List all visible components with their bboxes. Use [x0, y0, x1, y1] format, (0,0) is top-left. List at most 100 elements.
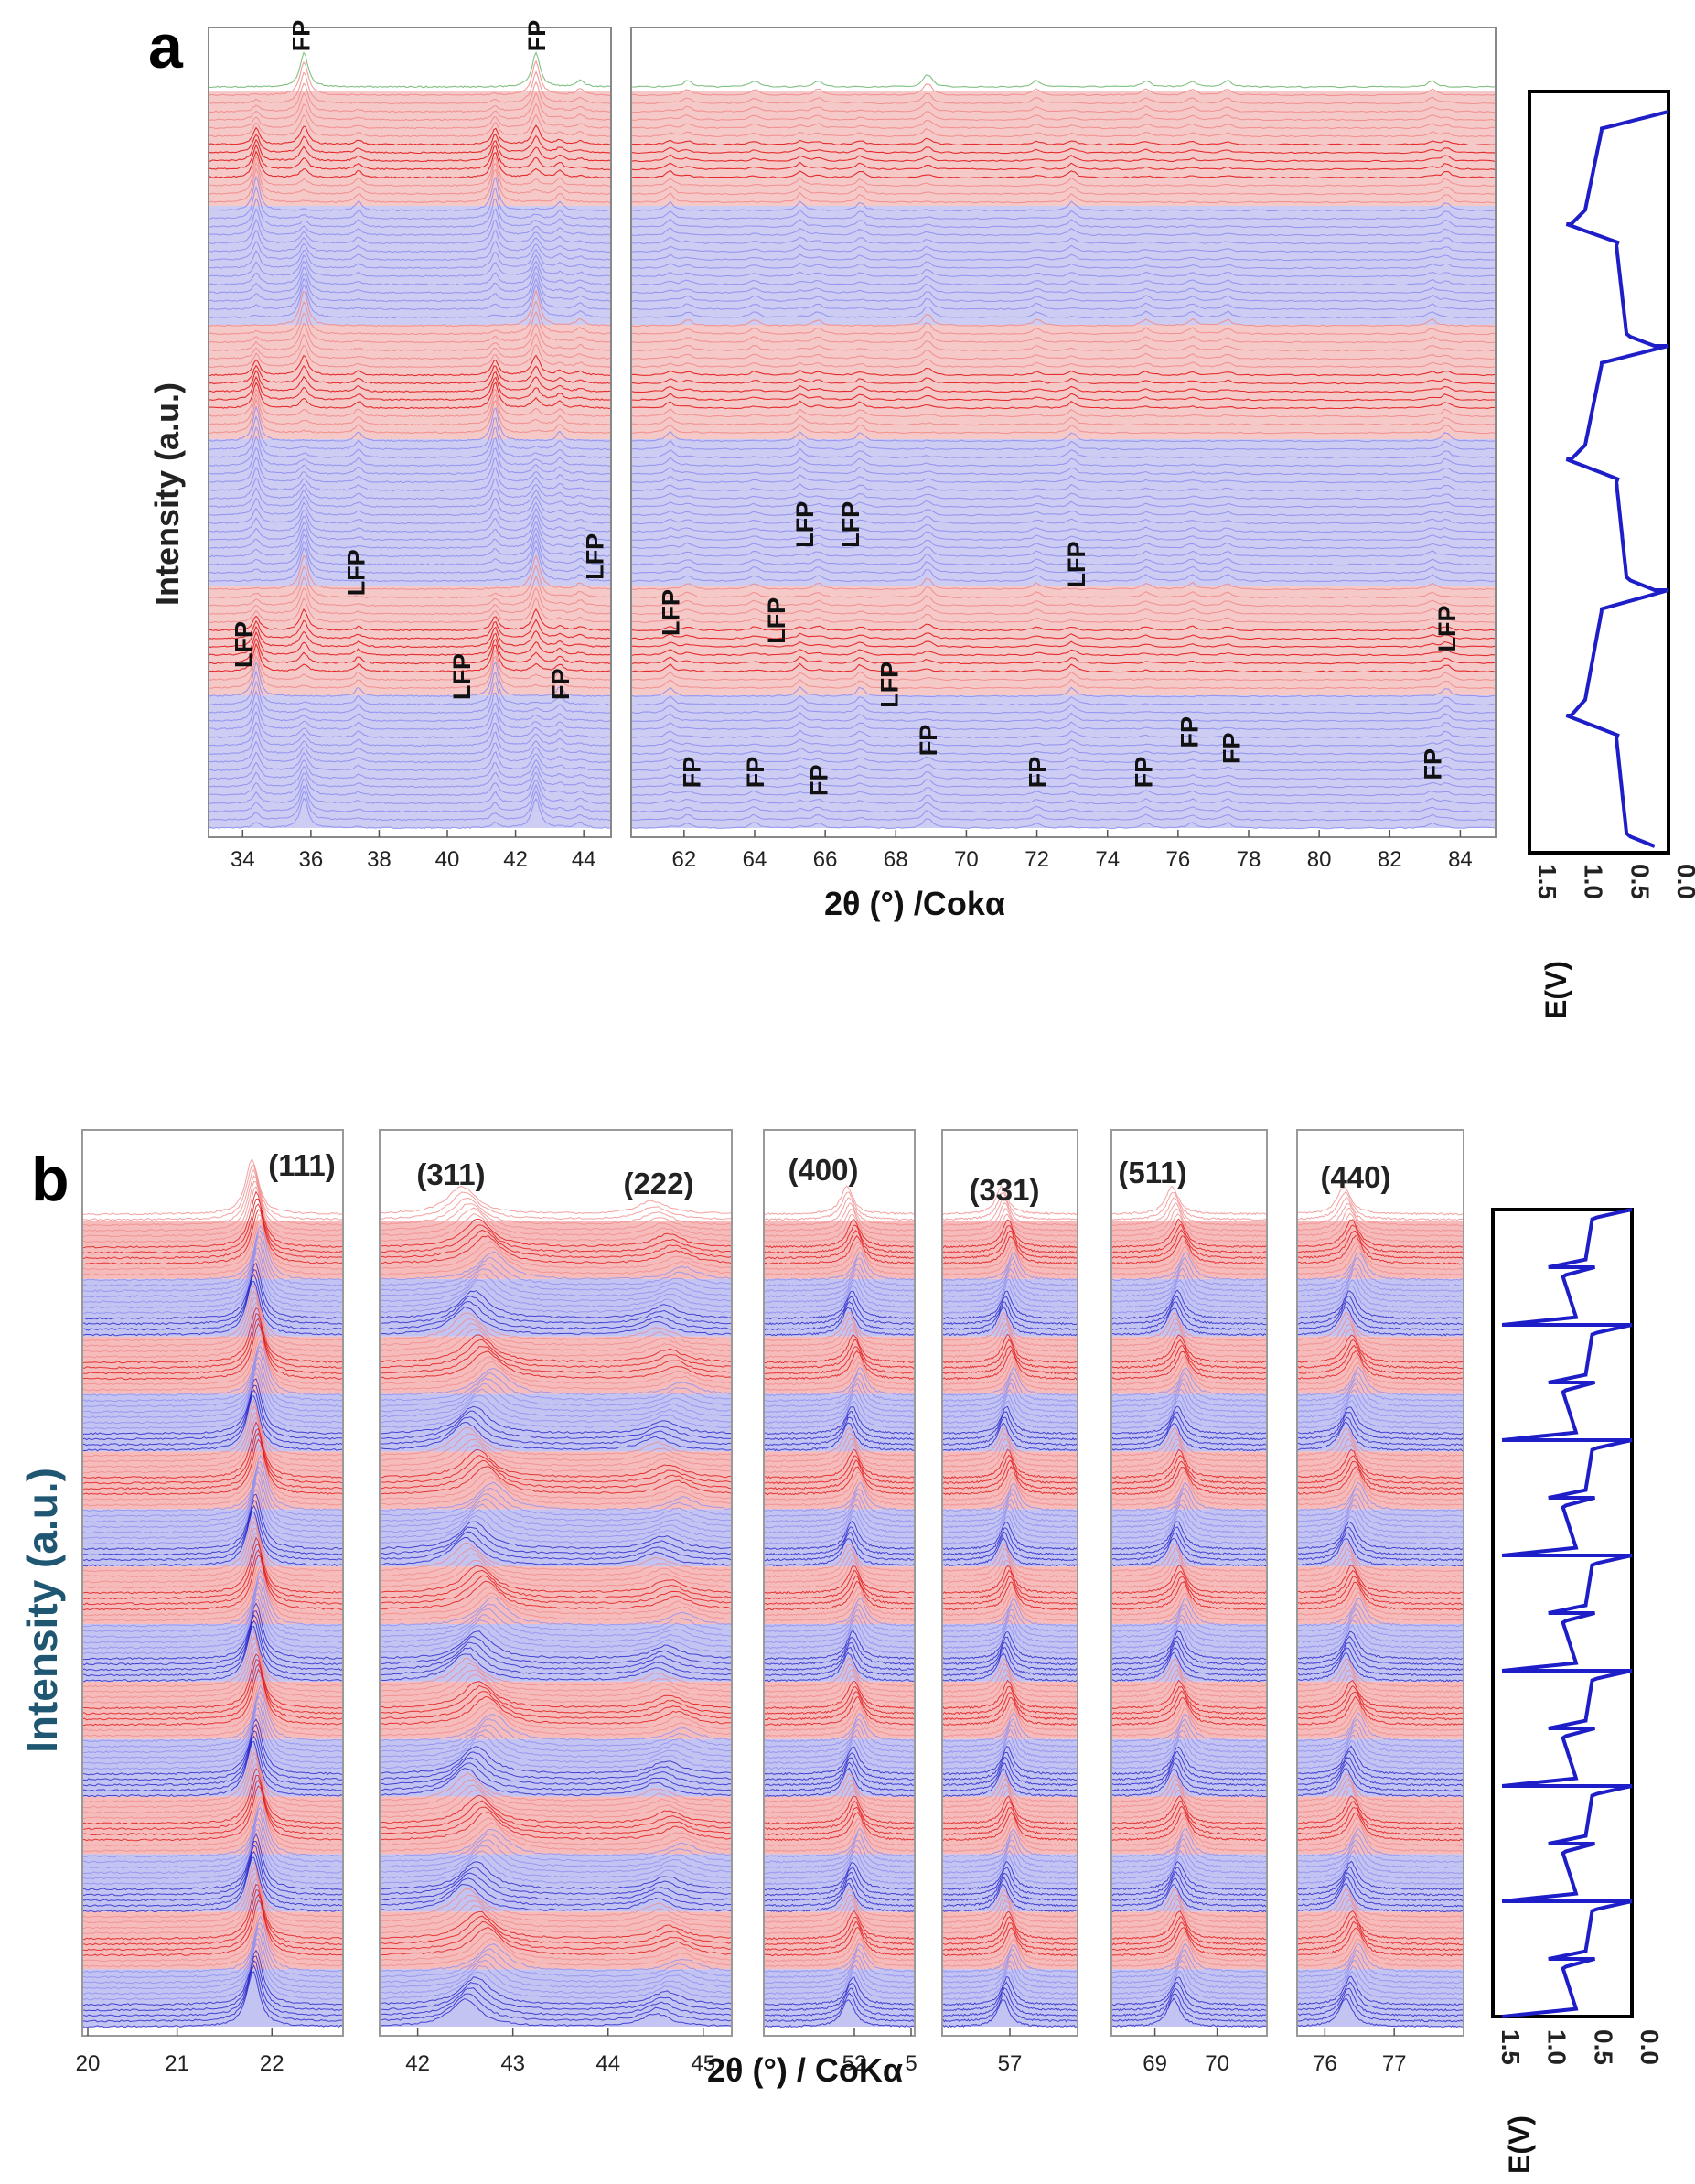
panel-b-pattern-line [379, 1653, 733, 1681]
panel-b-pattern-line [81, 1247, 344, 1304]
panel-b-pattern-line [763, 1185, 916, 1216]
panel-b-pattern-line [1297, 1224, 1464, 1254]
panel-b-pattern-line [379, 1987, 733, 2017]
panel-b-pattern-line [81, 1872, 344, 1930]
panel-b-pattern-line [941, 1986, 1078, 2017]
panel-b-pattern-line [941, 1388, 1078, 1419]
panel-b-pattern-line [941, 1306, 1078, 1337]
panel-a-tick-label: 44 [572, 847, 596, 872]
panel-a-pattern-line [630, 509, 1497, 517]
panel-b-pattern-line [763, 1706, 916, 1738]
panel-b-pattern-line [763, 1752, 916, 1781]
panel-b-pattern-line [1110, 1679, 1268, 1710]
panel-b-pattern-line [1110, 1630, 1268, 1661]
panel-b-pattern-line [1296, 1613, 1464, 1644]
panel-a-pattern-line [630, 227, 1497, 237]
panel-a-pattern-line [208, 730, 612, 756]
panel-b-pattern-line [941, 1241, 1078, 1271]
panel-b-pattern-line [1296, 1274, 1464, 1304]
panel-a-pattern-line [630, 577, 1497, 591]
panel-b-pattern-line [1296, 1987, 1464, 2017]
panel-b-band-discharge [1111, 1854, 1267, 1912]
panel-b-pattern-line [379, 1377, 733, 1407]
panel-b-pattern-line [1296, 1624, 1464, 1655]
panel-b-pattern-line [941, 1673, 1078, 1705]
panel-b-pattern-line [1110, 1455, 1268, 1485]
panel-b-pattern-line [763, 1393, 916, 1425]
panel-b-pattern-line [1110, 1278, 1268, 1309]
panel-a-tick-label: 70 [954, 847, 979, 872]
panel-a-voltage-tick: 0.0 [1672, 864, 1695, 899]
panel-b-pattern-line [1110, 1690, 1268, 1721]
panel-a-pattern-line [631, 492, 1497, 500]
panel-b-pattern-line [1297, 1927, 1464, 1957]
panel-b-tick-label: 22 [260, 2051, 284, 2076]
panel-b-pattern-line [763, 1646, 916, 1677]
panel-b-pattern-line [941, 1651, 1078, 1683]
panel-a-pattern-line [208, 608, 612, 632]
panel-b-pattern-line [1296, 1389, 1464, 1419]
panel-a-pattern-line [208, 414, 612, 451]
panel-b-pattern-line [81, 1614, 344, 1672]
panel-a-pattern-line [630, 358, 1497, 369]
panel-a-pattern-line [630, 613, 1497, 624]
panel-b-pattern-line [763, 1882, 916, 1913]
panel-a-peak-label: FP [805, 764, 832, 796]
panel-b-pattern-line [81, 1746, 344, 1803]
panel-b-pattern-line [1110, 1805, 1268, 1836]
panel-b-pattern-line [1110, 1229, 1268, 1260]
panel-b-pattern-line [1110, 1460, 1268, 1490]
panel-b-pattern-line [763, 1739, 916, 1770]
panel-b-pattern-line [81, 1828, 344, 1886]
panel-a-pattern-line [209, 150, 612, 179]
panel-b-pattern-line [379, 1630, 733, 1660]
panel-a-pattern-line [630, 531, 1497, 542]
panel-b-pattern-line [763, 1955, 916, 1985]
panel-a-tick-label: 84 [1448, 847, 1473, 872]
panel-b-pattern-line [81, 1906, 344, 1963]
panel-b-pattern-line [941, 1702, 1078, 1732]
panel-b-pattern-line [1110, 1942, 1268, 1974]
panel-a-pattern-line [630, 291, 1497, 303]
panel-b-pattern-line [1296, 1296, 1464, 1326]
panel-b-pattern-line [81, 1702, 344, 1759]
panel-a-peak-label: LFP [342, 549, 370, 596]
panel-a-pattern-line [630, 331, 1497, 344]
panel-b-pattern-line [379, 1306, 733, 1336]
panel-b-pattern-line [379, 1784, 733, 1813]
panel-b-pattern-line [379, 1241, 733, 1270]
panel-a-pattern-line [630, 553, 1497, 566]
panel-b-pattern-line [941, 1739, 1078, 1770]
panel-a-pattern-line [630, 423, 1497, 435]
panel-b-pattern-line [941, 1213, 1078, 1243]
panel-b-pattern-line [81, 1718, 344, 1776]
panel-b-pattern-line [1110, 1838, 1267, 1869]
panel-b-pattern-line [1296, 1619, 1464, 1650]
panel-a-pattern-line [631, 102, 1497, 113]
panel-b-pattern-line [1110, 1855, 1268, 1886]
panel-b-pattern-line [763, 1241, 916, 1271]
panel-a-pattern-line [630, 711, 1497, 723]
panel-b-pattern-line [81, 1532, 344, 1589]
panel-a-axes-box [630, 27, 1497, 838]
panel-b-pattern-line [763, 1257, 916, 1287]
panel-b-pattern-line [1296, 1257, 1464, 1287]
panel-a-pattern-line [630, 632, 1497, 640]
panel-b-pattern-line [81, 1609, 344, 1666]
panel-a-pattern-line [631, 483, 1497, 492]
panel-b-pattern-line [763, 1459, 916, 1490]
panel-b-pattern-line [763, 1350, 916, 1381]
panel-b-pattern-line [1110, 1301, 1268, 1331]
panel-a-pattern-line [208, 388, 612, 417]
panel-b-pattern-line [82, 1602, 344, 1661]
panel-b-pattern-line [1296, 1750, 1464, 1781]
panel-b-pattern-line [379, 1811, 733, 1841]
panel-a-pattern-line [631, 415, 1497, 426]
panel-a-tick-label: 36 [299, 847, 324, 872]
panel-a-pattern-line [208, 265, 612, 295]
panel-b-pattern-line [81, 1779, 344, 1836]
panel-b-pattern-line [1110, 1730, 1268, 1759]
panel-b-pattern-line [1296, 1828, 1464, 1857]
panel-b-pattern-line [81, 1399, 343, 1458]
panel-b-pattern-line [81, 1740, 344, 1798]
